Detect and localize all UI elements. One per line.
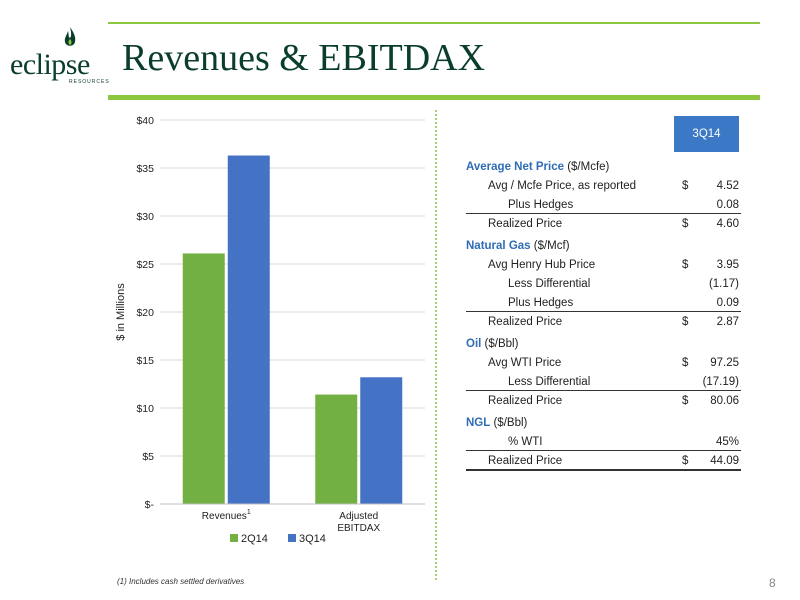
header-rule-bottom xyxy=(108,95,760,100)
y-tick-label: $20 xyxy=(136,307,154,319)
row-value: 3.95 xyxy=(716,259,739,271)
table-row: Less Differential (17.19) xyxy=(466,374,741,390)
y-tick-label: $10 xyxy=(136,403,154,415)
y-tick-label: $30 xyxy=(136,211,154,223)
section-unit: ($/Bbl) xyxy=(490,417,528,429)
row-label: Avg Henry Hub Price xyxy=(488,259,596,271)
row-label: Plus Hedges xyxy=(508,199,574,211)
row-label: Realized Price xyxy=(488,316,563,328)
row-label: Realized Price xyxy=(488,395,563,407)
section-divider xyxy=(435,110,437,580)
row-value: 2.87 xyxy=(716,316,739,328)
section-unit: ($/Mcfe) xyxy=(564,161,610,173)
table-rule xyxy=(466,469,741,471)
row-label: Less Differential xyxy=(508,278,591,290)
row-value: (1.17) xyxy=(708,278,739,290)
page-number: 8 xyxy=(769,576,776,590)
table-row: % WTI 45% xyxy=(466,434,741,450)
row-label: Natural Gas xyxy=(466,240,531,252)
legend-swatch xyxy=(230,534,238,542)
y-tick-label: $- xyxy=(145,499,155,511)
row-label: Plus Hedges xyxy=(508,297,574,309)
table-rule xyxy=(466,213,741,214)
bar-3Q14-0 xyxy=(227,155,270,504)
row-label: Average Net Price xyxy=(466,161,565,173)
row-value: 45% xyxy=(715,436,739,448)
row-label: Realized Price xyxy=(488,218,563,230)
table-row: Plus Hedges 0.09 xyxy=(466,295,741,311)
row-currency: $ xyxy=(682,218,689,230)
table-row: Avg Henry Hub Price $3.95 xyxy=(466,257,741,273)
row-label: Avg / Mcfe Price, as reported xyxy=(488,180,637,192)
bar-chart: $- $5 $10 $15 $20 $25 $30 $35 $40 $ in Millions Re… xyxy=(115,115,425,545)
legend-entry: 3Q14 xyxy=(299,533,326,545)
table-row: Realized Price $4.60 xyxy=(466,216,741,232)
row-label: Oil xyxy=(466,338,482,350)
table-rule xyxy=(466,311,741,312)
table-row: Realized Price $80.06 xyxy=(466,393,741,409)
table-row: Avg WTI Price $97.25 xyxy=(466,355,741,371)
table-rule xyxy=(466,450,741,451)
section-unit: ($/Bbl) xyxy=(481,338,519,350)
x-tick-label: Revenues1 xyxy=(202,509,251,522)
company-logo: eclipse RESOURCES xyxy=(10,24,110,85)
row-value: 4.60 xyxy=(716,218,739,230)
row-value: 44.09 xyxy=(710,455,739,467)
row-value: 97.25 xyxy=(710,357,739,369)
table-row: Plus Hedges 0.08 xyxy=(466,197,741,213)
footnote: (1) Includes cash settled derivatives xyxy=(117,577,245,586)
row-value: 0.08 xyxy=(716,199,739,211)
y-tick-label: $15 xyxy=(136,355,154,367)
y-tick-label: $35 xyxy=(136,163,154,175)
row-value: 4.52 xyxy=(716,180,739,192)
logo-wordmark: eclipse xyxy=(10,48,90,81)
table-section-header: Average Net Price ($/Mcfe) xyxy=(466,159,741,175)
page-title: Revenues & EBITDAX xyxy=(122,37,486,79)
logo-subtext: RESOURCES xyxy=(69,79,110,85)
row-value: 0.09 xyxy=(716,297,739,309)
table-row: Less Differential (1.17) xyxy=(466,276,741,292)
row-label: NGL xyxy=(466,417,491,429)
y-axis-label: $ in Millions xyxy=(115,283,127,341)
table-row: Realized Price $44.09 xyxy=(466,453,741,469)
bar-2Q14-0 xyxy=(182,253,225,504)
table-section-header: NGL ($/Bbl) xyxy=(466,415,741,431)
table-section-header: Natural Gas ($/Mcf) xyxy=(466,238,741,254)
table-column-header: 3Q14 xyxy=(674,116,739,152)
y-tick-label: $25 xyxy=(136,259,154,271)
row-label: % WTI xyxy=(508,436,543,448)
row-currency: $ xyxy=(682,455,689,467)
row-currency: $ xyxy=(682,180,689,192)
legend-entry: 2Q14 xyxy=(241,533,268,545)
bar-2Q14-1 xyxy=(315,394,358,504)
section-unit: ($/Mcf) xyxy=(530,240,570,252)
x-tick-label: Adjusted EBITDAX xyxy=(337,511,380,534)
table-section-header: Oil ($/Bbl) xyxy=(466,336,741,352)
y-tick-label: $5 xyxy=(142,451,154,463)
table-row: Avg / Mcfe Price, as reported $4.52 xyxy=(466,178,741,194)
row-label: Avg WTI Price xyxy=(488,357,562,369)
row-currency: $ xyxy=(682,357,689,369)
row-value: (17.19) xyxy=(702,376,739,388)
row-label: Less Differential xyxy=(508,376,591,388)
row-currency: $ xyxy=(682,259,689,271)
row-label: Realized Price xyxy=(488,455,563,467)
row-currency: $ xyxy=(682,316,689,328)
bar-3Q14-1 xyxy=(360,377,403,504)
header-rule-top xyxy=(108,22,760,24)
row-currency: $ xyxy=(682,395,689,407)
flame-icon xyxy=(64,27,76,46)
legend-swatch xyxy=(288,534,296,542)
row-value: 80.06 xyxy=(710,395,739,407)
table-rule xyxy=(466,390,741,391)
y-tick-label: $40 xyxy=(136,115,154,127)
table-row: Realized Price $2.87 xyxy=(466,314,741,330)
